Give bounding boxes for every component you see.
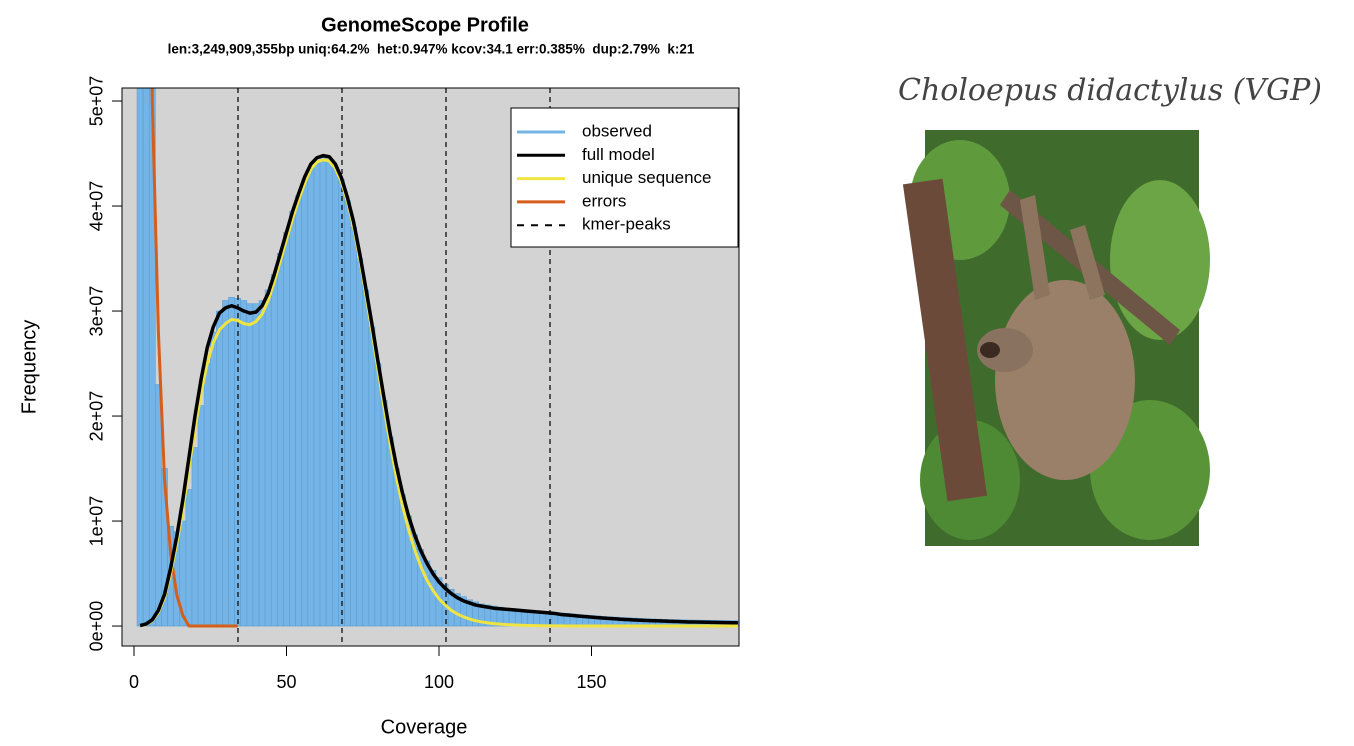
observed-bar — [338, 179, 345, 627]
x-tick-label: 150 — [576, 672, 606, 692]
model-line — [150, 88, 238, 628]
observed-bar — [203, 363, 211, 627]
observed-bar — [307, 166, 315, 627]
legend-label: observed — [582, 121, 652, 140]
y-tick-label: 0e+00 — [87, 601, 107, 652]
y-tick-label: 5e+07 — [87, 76, 107, 127]
observed-bar — [191, 447, 199, 627]
observed-bar — [386, 436, 394, 627]
legend-label: kmer-peaks — [582, 215, 671, 234]
y-tick-label: 3e+07 — [87, 286, 107, 337]
observed-bar — [246, 303, 254, 627]
model-line — [139, 153, 738, 628]
observed-bar — [325, 158, 333, 627]
observed-bar — [277, 252, 284, 627]
observed-bar — [319, 157, 327, 627]
observed-bar — [344, 200, 351, 627]
observed-bar — [142, 88, 150, 627]
y-axis-label: Frequency — [18, 320, 40, 415]
plot-area — [136, 88, 739, 646]
observed-bar — [148, 88, 156, 627]
observed-bar — [423, 560, 431, 627]
observed-bar — [295, 195, 303, 627]
observed-bar — [331, 165, 339, 627]
observed-bar — [155, 384, 162, 627]
observed-bar — [283, 231, 290, 627]
plot-frame — [121, 87, 740, 647]
x-tick-label: 100 — [424, 672, 454, 692]
chart-subtitle: len:3,249,909,355bp uniq:64.2% het:0.947… — [168, 42, 695, 57]
legend-label: errors — [582, 191, 626, 210]
observed-bar — [228, 297, 235, 627]
observed-bar — [216, 310, 223, 627]
observed-bar — [313, 160, 321, 627]
observed-bar — [374, 363, 382, 627]
x-axis-label: Coverage — [381, 716, 468, 738]
x-tick-label: 0 — [129, 672, 139, 692]
observed-bar — [197, 405, 205, 627]
observed-bar — [209, 331, 217, 627]
observed-bar — [222, 300, 229, 627]
x-tick-label: 50 — [276, 672, 296, 692]
y-tick-label: 2e+07 — [87, 391, 107, 442]
photo-caption: Choloepus didactylus (VGP) — [898, 73, 1322, 108]
observed-bar — [301, 179, 309, 627]
y-tick-label: 1e+07 — [87, 496, 107, 547]
observed-bar — [368, 326, 376, 627]
observed-bar — [185, 489, 193, 627]
legend-label: full model — [582, 145, 655, 164]
observed-bar — [350, 226, 357, 627]
observed-bar — [264, 289, 272, 627]
observed-bar — [240, 300, 248, 627]
legend-label: unique sequence — [582, 168, 712, 187]
y-tick-label: 4e+07 — [87, 181, 107, 232]
observed-bar — [258, 300, 266, 627]
observed-bar — [252, 303, 260, 627]
observed-bar — [356, 258, 364, 627]
observed-bar — [380, 399, 388, 627]
observed-bar — [136, 88, 144, 627]
chart-title: GenomeScope Profile — [321, 14, 529, 36]
observed-bar — [289, 210, 296, 627]
observed-bar — [362, 289, 370, 627]
photo — [902, 130, 1210, 546]
model-line — [139, 158, 738, 628]
observed-bar — [270, 273, 278, 627]
